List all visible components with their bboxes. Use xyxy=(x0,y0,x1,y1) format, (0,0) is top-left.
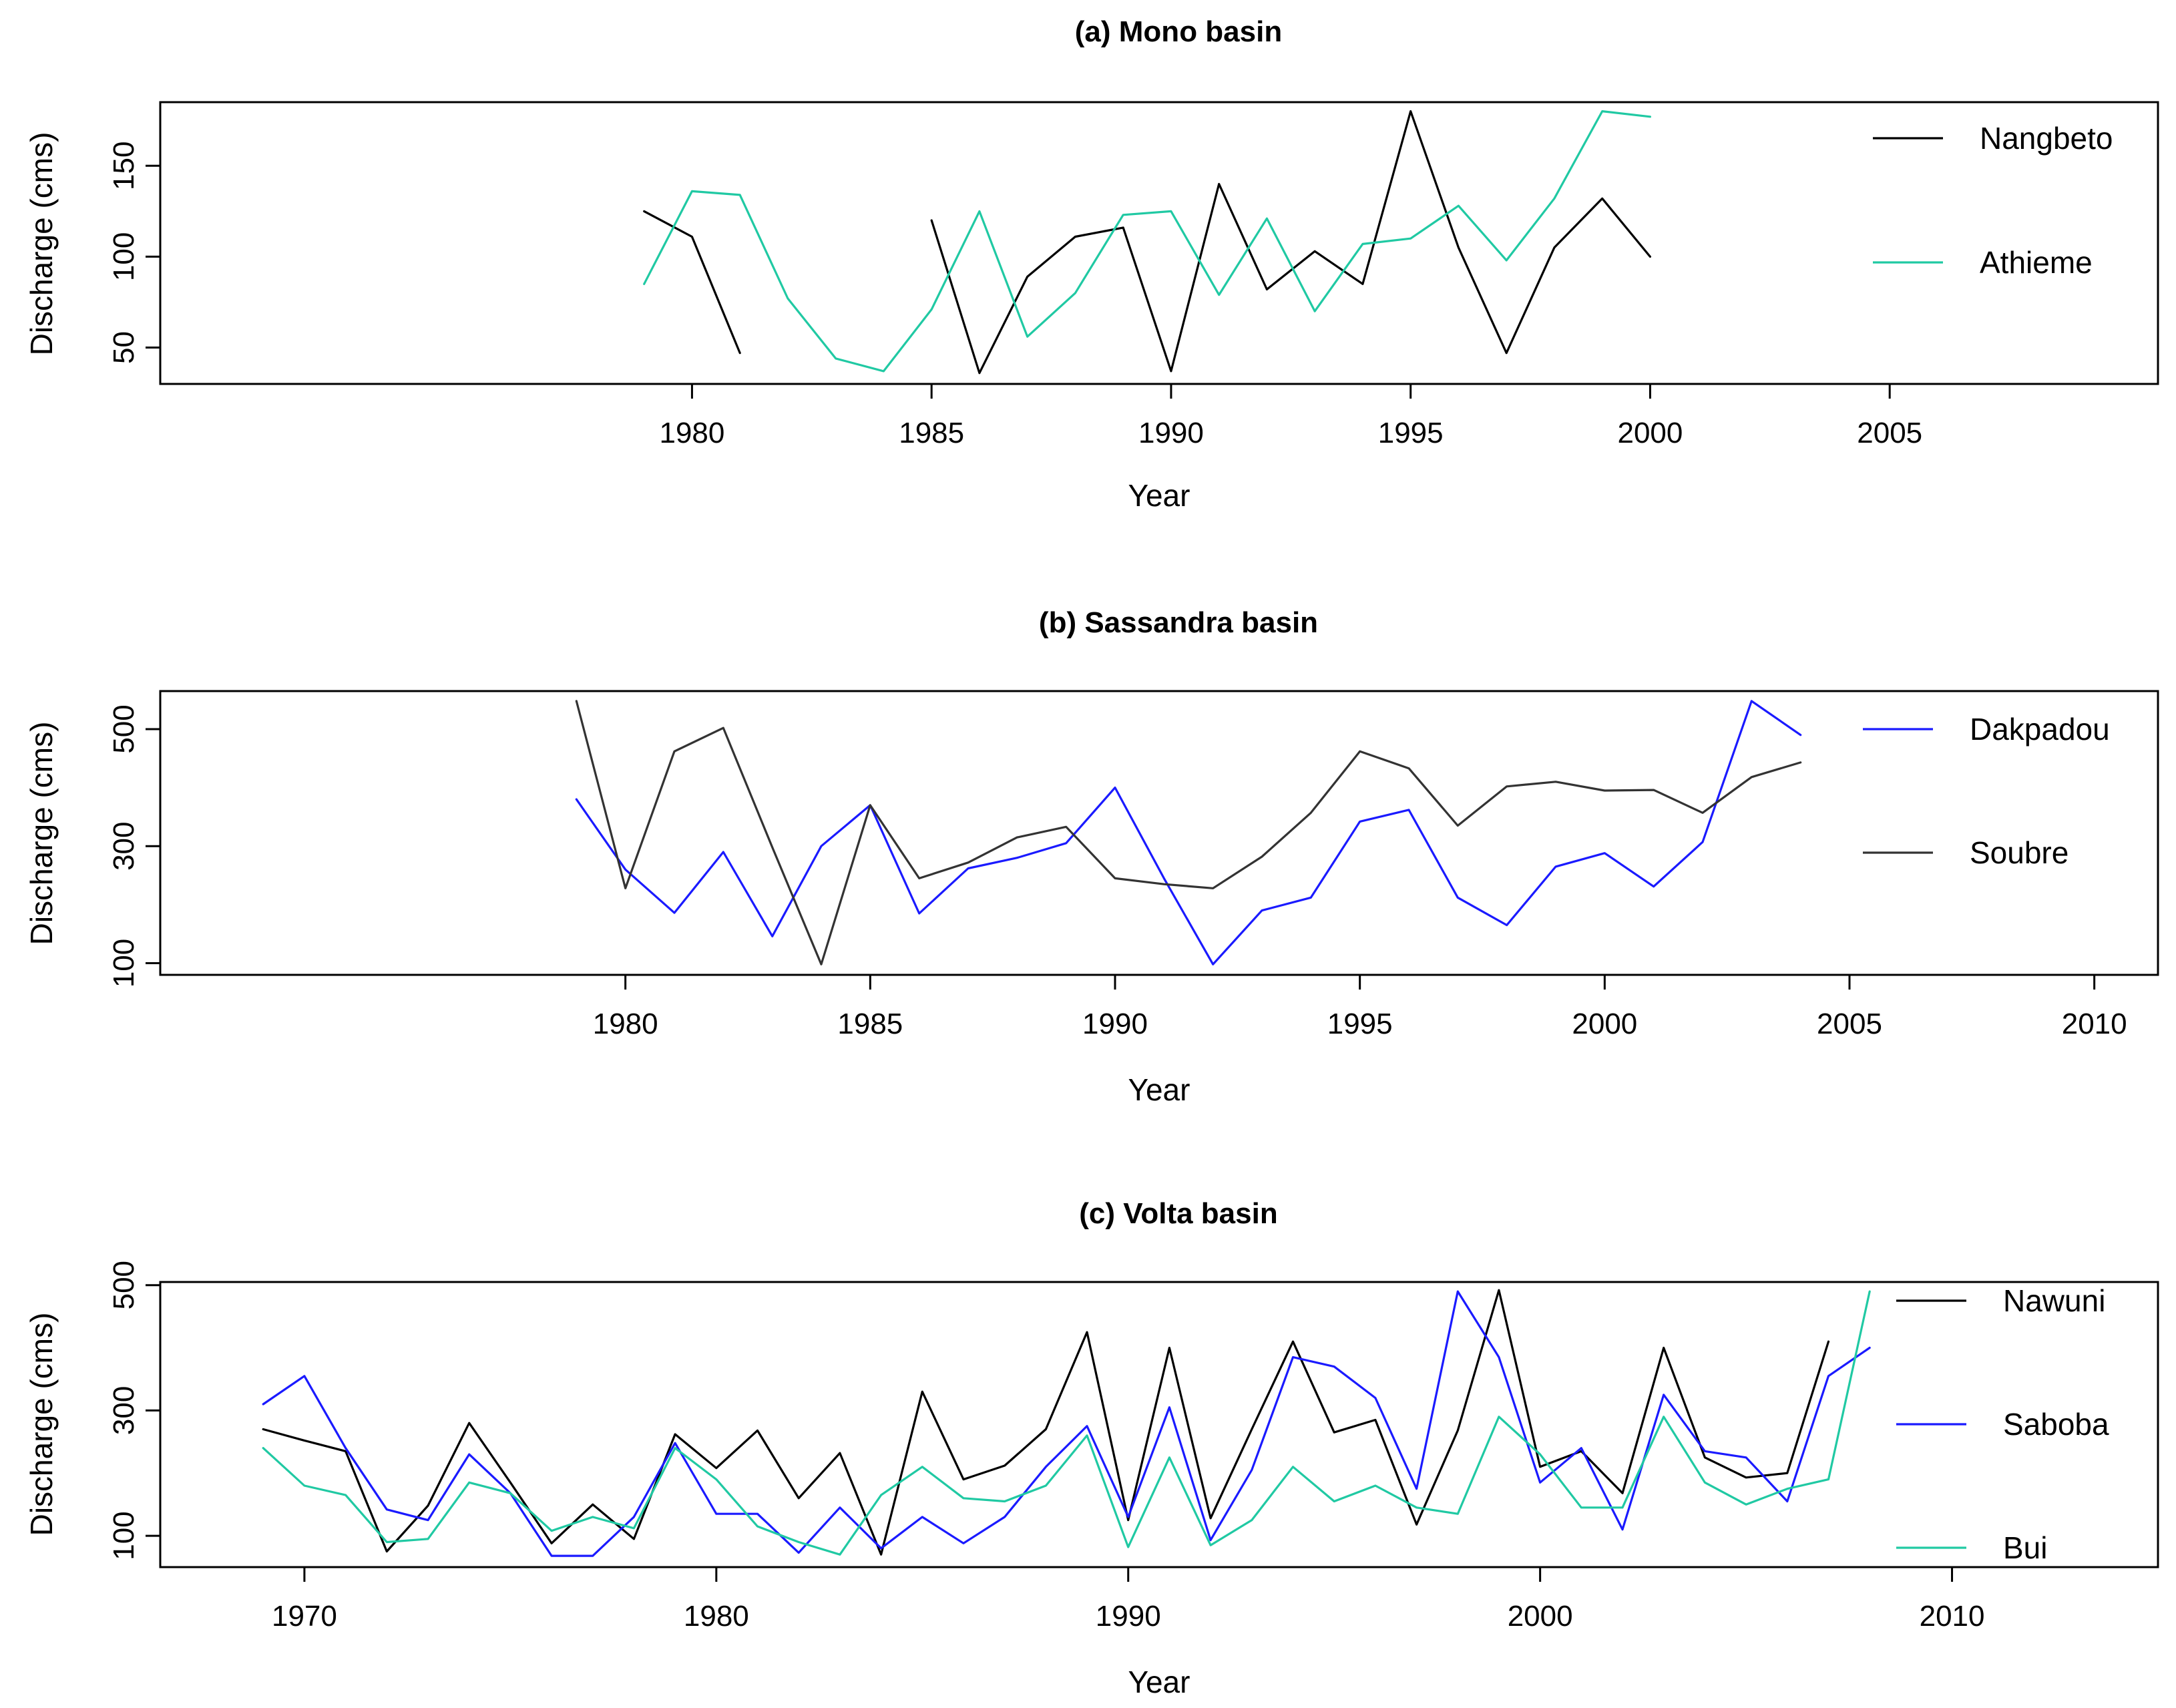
x-tick-label: 1990 xyxy=(1082,1008,1148,1040)
legend-label-bui: Bui xyxy=(2003,1530,2047,1565)
x-tick-label: 1980 xyxy=(659,417,724,449)
x-tick-label: 2010 xyxy=(1920,1600,1985,1633)
panel-title: (a) Mono basin xyxy=(1075,15,1282,48)
x-axis: 1980 1985 1990 1995 2000 2005 2010 xyxy=(593,975,2127,1040)
panel-title: (c) Volta basin xyxy=(1079,1197,1277,1230)
x-tick-label: 1995 xyxy=(1327,1008,1393,1040)
x-axis-label: Year xyxy=(1128,1665,1190,1699)
x-tick-label: 1985 xyxy=(837,1008,903,1040)
x-tick-label: 1995 xyxy=(1378,417,1444,449)
x-axis: 1970 1980 1990 2000 2010 xyxy=(272,1567,1985,1633)
y-tick-label: 150 xyxy=(107,142,140,190)
legend: Dakpadou Soubre xyxy=(1863,712,2110,870)
series-layer xyxy=(262,1289,1871,1557)
x-tick-label: 2005 xyxy=(1817,1008,1882,1040)
y-axis-label: Discharge (cms) xyxy=(24,132,59,356)
y-axis-label: Discharge (cms) xyxy=(24,722,59,945)
panel-sassandra-basin: (b) Sassandra basin 1980 1985 1990 1995 2000… xyxy=(24,606,2159,1107)
x-axis-label: Year xyxy=(1128,478,1190,513)
x-tick-label: 2000 xyxy=(1617,417,1683,449)
legend-label-nangbeto: Nangbeto xyxy=(1980,121,2113,156)
series-line-soubre xyxy=(575,700,1802,966)
legend-label-athieme: Athieme xyxy=(1980,245,2093,280)
x-axis-label: Year xyxy=(1128,1072,1190,1107)
series-layer xyxy=(575,700,1802,966)
x-tick-label: 2000 xyxy=(1508,1600,1573,1633)
x-axis: 1980 1985 1990 1995 2000 2005 xyxy=(659,384,1922,449)
y-tick-label: 100 xyxy=(107,232,140,281)
legend: Nawuni Saboba Bui xyxy=(1896,1283,2109,1565)
x-tick-label: 1990 xyxy=(1138,417,1204,449)
legend-label-nawuni: Nawuni xyxy=(2003,1283,2105,1318)
x-tick-label: 2000 xyxy=(1572,1008,1637,1040)
x-tick-label: 2010 xyxy=(2062,1008,2127,1040)
series-layer xyxy=(643,110,1651,375)
y-tick-label: 100 xyxy=(107,939,140,988)
legend-label-saboba: Saboba xyxy=(2003,1407,2109,1442)
legend: Nangbeto Athieme xyxy=(1873,121,2113,280)
x-tick-label: 2005 xyxy=(1857,417,1922,449)
y-axis-label: Discharge (cms) xyxy=(24,1313,59,1536)
series-line-athieme xyxy=(643,110,1651,373)
panel-mono-basin: (a) Mono basin 1980 1985 1990 1995 2000 2005 … xyxy=(24,15,2159,513)
y-tick-label: 300 xyxy=(107,1386,140,1435)
series-line-saboba xyxy=(262,1290,1871,1557)
y-tick-label: 100 xyxy=(107,1511,140,1560)
legend-label-dakpadou: Dakpadou xyxy=(1970,712,2110,746)
y-tick-label: 50 xyxy=(107,331,140,364)
series-line-nawuni xyxy=(262,1289,1830,1556)
panel-volta-basin: (c) Volta basin 1970 1980 1990 2000 2010 100… xyxy=(24,1197,2159,1699)
series-line-nangbeto-segment-2 xyxy=(930,110,1651,375)
x-tick-label: 1980 xyxy=(593,1008,658,1040)
plot-frame xyxy=(159,101,2159,385)
plot-frame xyxy=(159,1281,2159,1568)
y-tick-label: 500 xyxy=(107,1261,140,1309)
x-tick-label: 1990 xyxy=(1096,1600,1161,1633)
y-tick-label: 300 xyxy=(107,822,140,871)
series-line-nangbeto-segment-1 xyxy=(643,210,741,355)
legend-label-soubre: Soubre xyxy=(1970,835,2069,870)
panel-title: (b) Sassandra basin xyxy=(1039,606,1318,639)
y-axis: 50 100 150 xyxy=(107,142,160,364)
y-axis: 100 300 500 xyxy=(107,704,160,988)
x-tick-label: 1985 xyxy=(899,417,964,449)
x-tick-label: 1980 xyxy=(684,1600,749,1633)
y-tick-label: 500 xyxy=(107,704,140,753)
y-axis: 100 300 500 xyxy=(107,1261,160,1560)
x-tick-label: 1970 xyxy=(272,1600,337,1633)
plot-frame xyxy=(159,690,2159,976)
series-line-dakpadou xyxy=(575,700,1802,966)
series-line-bui xyxy=(262,1290,1871,1556)
